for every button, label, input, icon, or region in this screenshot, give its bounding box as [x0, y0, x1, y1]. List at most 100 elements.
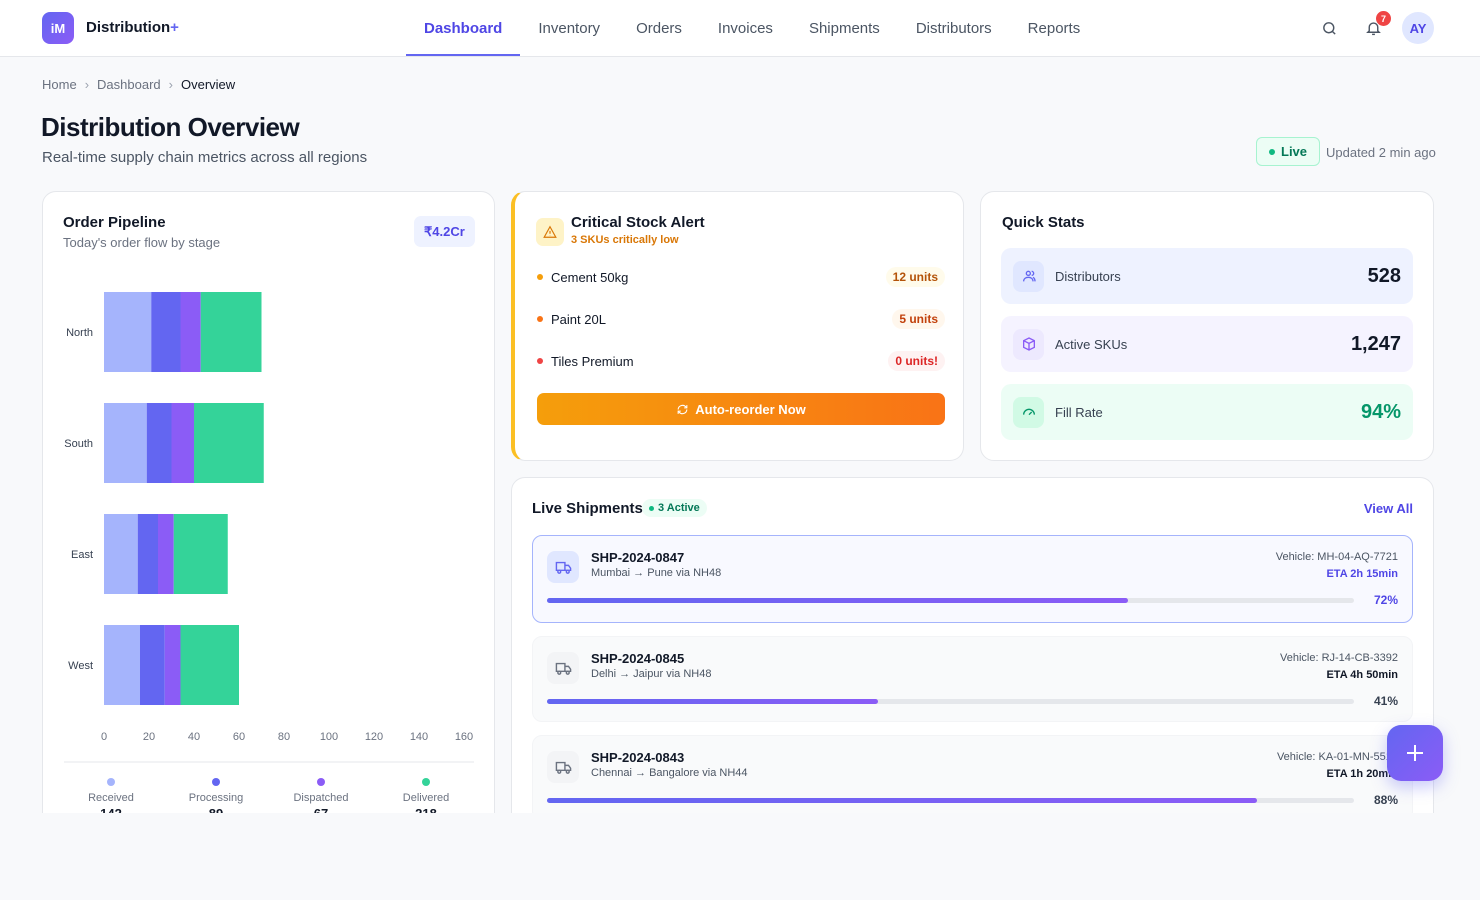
nav-link[interactable]: Invoices — [717, 20, 773, 37]
card-title: Critical Stock Alert — [571, 214, 705, 231]
alert-card: Critical Stock Alert 3 SKUs critically l… — [511, 191, 964, 461]
bar-segment — [104, 514, 138, 594]
pipeline-card: Order Pipeline Today's order flow by sta… — [42, 191, 495, 813]
card-subtitle: Today's order flow by stage — [63, 235, 221, 250]
avatar[interactable]: AY — [1402, 12, 1434, 44]
progress-bar — [547, 699, 878, 704]
legend-label: Dispatched — [293, 792, 348, 804]
nav-link[interactable]: Inventory — [538, 20, 601, 37]
breadcrumb-item[interactable]: Home — [42, 77, 77, 92]
x-tick-label: 40 — [188, 731, 200, 743]
updated-time: Updated 2 min ago — [1326, 145, 1436, 160]
truck-glyph — [555, 662, 571, 675]
bar-segment — [104, 403, 147, 483]
stat-label: Active SKUs — [1055, 336, 1128, 352]
quick-stats-card: Quick Stats Distributors 528 Active SKUs 1,… — [980, 191, 1434, 461]
eta: ETA 1h 20min — [1326, 768, 1398, 780]
badge-text: 3 Active — [658, 502, 700, 514]
shipment-id: SHP-2024-0843 — [591, 750, 685, 765]
shipment-route: Mumbai → Pune via NH48 — [591, 567, 722, 579]
sku-name: Tiles Premium — [551, 353, 634, 369]
brand: Distribution+ — [86, 19, 179, 36]
y-tick-label: South — [64, 438, 93, 450]
x-tick-label: 60 — [233, 731, 245, 743]
vehicle: Vehicle: KA-01-MN-5518 — [1276, 751, 1398, 763]
vehicle: Vehicle: MH-04-AQ-7721 — [1275, 551, 1398, 563]
view-all-link[interactable]: View All — [1363, 501, 1413, 516]
sku-qty: 5 units — [892, 309, 945, 329]
bar-segment — [173, 514, 228, 594]
shipment-row[interactable]: SHP-2024-0843 Chennai → Bangalore via NH4… — [532, 735, 1413, 813]
truck-icon — [547, 652, 579, 684]
alert-row: Tiles Premium 0 units! — [537, 350, 945, 372]
status-dot — [537, 274, 543, 280]
shipment-row[interactable]: SHP-2024-0845 Delhi → Jaipur via NH48 Vehi… — [532, 636, 1413, 722]
nav-link[interactable]: Reports — [1027, 20, 1081, 37]
stat-glyph — [1022, 270, 1036, 282]
reorder-button[interactable]: Auto-reorder Now — [537, 393, 945, 425]
stat-value: 1,247 — [1350, 332, 1401, 355]
truck-icon — [547, 551, 579, 583]
active-badge: 3 Active — [642, 499, 707, 517]
stat-label: Fill Rate — [1055, 404, 1103, 420]
dot — [649, 505, 654, 511]
progress-bar — [547, 598, 1129, 603]
nav-link[interactable]: Dashboard — [406, 0, 521, 56]
live-status: Live — [1256, 137, 1321, 166]
stat-row: Fill Rate 94% — [1001, 384, 1413, 440]
x-tick-label: 80 — [278, 731, 290, 743]
brand-name: Distribution — [86, 19, 171, 36]
bar-segment — [194, 403, 264, 483]
stat-row: Active SKUs 1,247 — [1001, 316, 1413, 372]
breadcrumb-item[interactable]: Dashboard — [97, 77, 161, 92]
eta: ETA 4h 50min — [1326, 669, 1398, 681]
legend-label: Delivered — [403, 792, 449, 804]
truck-glyph — [555, 561, 571, 574]
brand-suffix: + — [170, 19, 179, 36]
shipment-id: SHP-2024-0847 — [591, 550, 685, 565]
bar-segment — [180, 292, 201, 372]
refresh-icon — [677, 404, 688, 414]
x-tick-label: 100 — [320, 731, 338, 743]
warning-icon — [536, 218, 564, 246]
progress-track — [547, 798, 1354, 803]
separator: › — [84, 77, 90, 92]
alert-row: Paint 20L 5 units — [537, 308, 945, 330]
nav-link[interactable]: Orders — [636, 20, 682, 37]
card-subtitle: 3 SKUs critically low — [571, 234, 679, 246]
search-icon[interactable] — [1321, 20, 1338, 37]
progress-label: 72% — [1373, 593, 1398, 607]
progress-bar — [547, 798, 1258, 803]
shipment-row[interactable]: SHP-2024-0847 Mumbai → Pune via NH48 Vehic… — [532, 535, 1413, 623]
stat-label: Distributors — [1055, 268, 1121, 284]
progress-label: 41% — [1373, 694, 1398, 708]
shipments-card: Live Shipments 3 Active View All SHP-202… — [511, 477, 1434, 813]
card-title: Live Shipments — [532, 500, 643, 517]
progress-track — [547, 699, 1354, 704]
x-tick-label: 20 — [143, 731, 155, 743]
legend-total: 89 — [209, 806, 223, 813]
plus-icon — [1407, 745, 1423, 761]
x-tick-label: 0 — [101, 731, 107, 743]
bell-icon[interactable] — [1365, 19, 1382, 37]
notification-count: 7 — [1376, 11, 1391, 26]
nav-link[interactable]: Shipments — [808, 20, 880, 37]
button-label: Auto-reorder Now — [695, 401, 806, 417]
bar-segment — [171, 403, 194, 483]
warning-glyph — [543, 225, 557, 238]
stat-icon — [1013, 260, 1044, 292]
nav-link[interactable]: Distributors — [915, 20, 992, 37]
logo[interactable]: iM — [42, 12, 74, 44]
bar-segment — [151, 292, 181, 372]
stat-icon — [1013, 328, 1044, 360]
main-nav: Dashboard Inventory Orders Invoices Shipment… — [406, 0, 1098, 56]
sku-name: Cement 50kg — [551, 269, 629, 285]
legend-total: 142 — [100, 806, 122, 813]
stat-glyph — [1022, 337, 1035, 351]
status-dot — [537, 316, 543, 322]
progress-label: 88% — [1373, 793, 1398, 807]
content: Home › Dashboard › Overview Distribution Ove… — [0, 57, 1480, 813]
add-button[interactable] — [1387, 725, 1443, 781]
separator: › — [168, 77, 173, 92]
